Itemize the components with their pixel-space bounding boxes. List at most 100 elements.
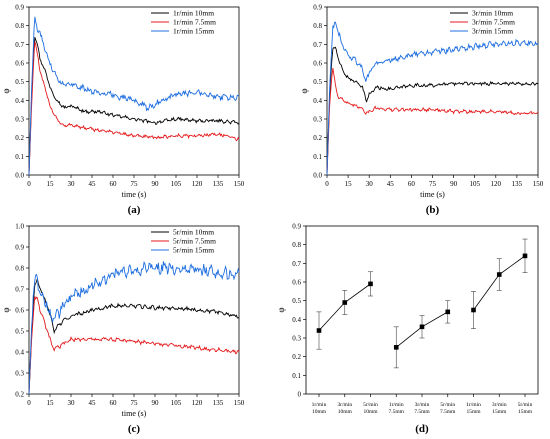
x-tick-label: 120 bbox=[192, 399, 203, 407]
x-axis-label: time (s) bbox=[122, 409, 147, 418]
y-tick-label: 0.4 bbox=[15, 349, 24, 357]
y-tick-label: 0.8 bbox=[15, 22, 24, 30]
legend-label: 1r/min 10mm bbox=[173, 9, 214, 18]
y-tick-label: 0.1 bbox=[15, 153, 24, 161]
data-point bbox=[393, 345, 399, 350]
y-tick-label: 0.4 bbox=[15, 97, 24, 105]
x-tick-label: 45 bbox=[89, 180, 97, 188]
data-point bbox=[368, 281, 373, 287]
y-tick-label: 0.0 bbox=[15, 172, 24, 180]
x-tick-label: 15 bbox=[47, 180, 55, 188]
series-line bbox=[28, 296, 240, 395]
panel-c: 0 15 30 45 60 75 90 105 120 135 150 0.2 0.3 0.4 0.5 0.6… bbox=[1, 223, 245, 436]
series-line bbox=[326, 21, 539, 176]
y-tick-label: 0.8 bbox=[313, 22, 322, 30]
series-line bbox=[326, 67, 539, 176]
y-tick-label: 0.9 bbox=[15, 244, 24, 252]
y-tick-label: 0.7 bbox=[313, 41, 322, 49]
x-tick-label: 105 bbox=[171, 399, 182, 407]
plot-frame bbox=[305, 225, 539, 395]
y-tick-label: 0.8 bbox=[15, 265, 24, 273]
legend-label: 5r/min 15mm bbox=[173, 246, 214, 255]
x-tick-label: 120 bbox=[192, 180, 203, 188]
data-point bbox=[445, 309, 451, 315]
y-tick-label: 0.0 bbox=[313, 172, 322, 180]
y-tick-label: 0.5 bbox=[313, 78, 322, 86]
y-tick-label: 0.9 bbox=[15, 4, 24, 12]
x-tick-label: 135 bbox=[512, 180, 523, 188]
data-point bbox=[471, 307, 476, 313]
x-tick-label: 5r/min bbox=[363, 402, 378, 408]
data-point bbox=[316, 328, 322, 333]
y-tick-label: 0.9 bbox=[292, 223, 301, 231]
panel-b: 0 15 30 45 60 75 90 105 120 135 150 0.0 0.1 0.2 0.3 0.4… bbox=[299, 4, 544, 217]
data-point bbox=[496, 272, 502, 277]
y-tick-label: 0.5 bbox=[15, 78, 24, 86]
x-tick-label: 150 bbox=[533, 180, 544, 188]
x-tick-label: 15mm bbox=[466, 409, 481, 415]
x-tick-label: 75 bbox=[429, 180, 437, 188]
y-tick-label: 0.7 bbox=[292, 260, 301, 268]
y-tick-label: 0.2 bbox=[313, 134, 322, 142]
y-axis-label: φ bbox=[276, 307, 286, 312]
x-tick-label: 7.5mm bbox=[389, 409, 405, 415]
x-axis-label: time (s) bbox=[420, 190, 445, 199]
x-tick-label: 10mm bbox=[312, 409, 327, 415]
panel-d: 00.10.20.30.40.50.60.70.80.9φ1r/min10mm3… bbox=[276, 223, 539, 435]
legend-label: 3r/min 15mm bbox=[472, 27, 513, 36]
x-tick-label: 60 bbox=[408, 180, 416, 188]
series-line bbox=[28, 16, 240, 176]
y-tick-label: 0.5 bbox=[292, 297, 301, 305]
x-tick-label: 30 bbox=[68, 399, 76, 407]
legend-label: 3r/min 10mm bbox=[472, 9, 513, 18]
y-tick-label: 0.9 bbox=[313, 4, 322, 12]
x-tick-label: 150 bbox=[234, 399, 245, 407]
series-line bbox=[326, 46, 539, 176]
x-tick-label: 105 bbox=[469, 180, 480, 188]
x-tick-label: 3r/min bbox=[492, 402, 507, 408]
y-tick-label: 0.4 bbox=[313, 97, 322, 105]
legend-label: 5r/min 10mm bbox=[173, 228, 214, 237]
x-tick-label: 105 bbox=[171, 180, 182, 188]
x-tick-label: 75 bbox=[131, 180, 139, 188]
x-tick-label: 15 bbox=[47, 399, 55, 407]
y-tick-label: 0.6 bbox=[15, 307, 24, 315]
x-tick-label: 135 bbox=[213, 399, 224, 407]
x-tick-label: 135 bbox=[213, 180, 224, 188]
x-tick-label: 90 bbox=[450, 180, 458, 188]
legend-label: 5r/min 7.5mm bbox=[173, 237, 216, 246]
y-tick-label: 0.7 bbox=[15, 41, 24, 49]
x-tick-label: 120 bbox=[491, 180, 502, 188]
x-tick-label: 30 bbox=[366, 180, 374, 188]
x-tick-label: 7.5mm bbox=[414, 409, 430, 415]
x-tick-label: 45 bbox=[387, 180, 395, 188]
series-line bbox=[28, 37, 240, 176]
series-line bbox=[28, 260, 240, 395]
y-axis-label: φ bbox=[299, 88, 309, 93]
x-tick-label: 1r/min bbox=[389, 402, 404, 408]
y-tick-label: 0.5 bbox=[15, 328, 24, 336]
panel-label: (b) bbox=[426, 204, 440, 216]
y-axis-label: φ bbox=[1, 307, 11, 312]
x-tick-label: 15mm bbox=[492, 409, 507, 415]
y-tick-label: 0.3 bbox=[292, 335, 301, 343]
x-tick-label: 3r/min bbox=[337, 402, 352, 408]
y-tick-label: 0 bbox=[298, 391, 302, 399]
x-tick-label: 1r/min bbox=[312, 402, 327, 408]
y-tick-label: 0.6 bbox=[292, 279, 301, 287]
data-point bbox=[342, 300, 348, 305]
x-tick-label: 5r/min bbox=[518, 402, 533, 408]
x-tick-label: 30 bbox=[68, 180, 76, 188]
x-tick-label: 75 bbox=[131, 399, 139, 407]
x-tick-label: 60 bbox=[110, 399, 118, 407]
x-tick-label: 60 bbox=[110, 180, 118, 188]
x-tick-label: 90 bbox=[152, 180, 160, 188]
x-axis-label: time (s) bbox=[122, 190, 147, 199]
panel-label: (a) bbox=[128, 204, 141, 216]
legend-label: 1r/min 7.5mm bbox=[173, 18, 216, 27]
x-tick-label: 15 bbox=[345, 180, 353, 188]
y-tick-label: 0.8 bbox=[292, 241, 301, 249]
panel-a: 0 15 30 45 60 75 90 105 120 135 150 0.0 0.1 0.2 0.3 0.4… bbox=[1, 4, 245, 217]
x-tick-label: 7.5mm bbox=[440, 409, 456, 415]
y-tick-label: 1.0 bbox=[15, 223, 24, 231]
